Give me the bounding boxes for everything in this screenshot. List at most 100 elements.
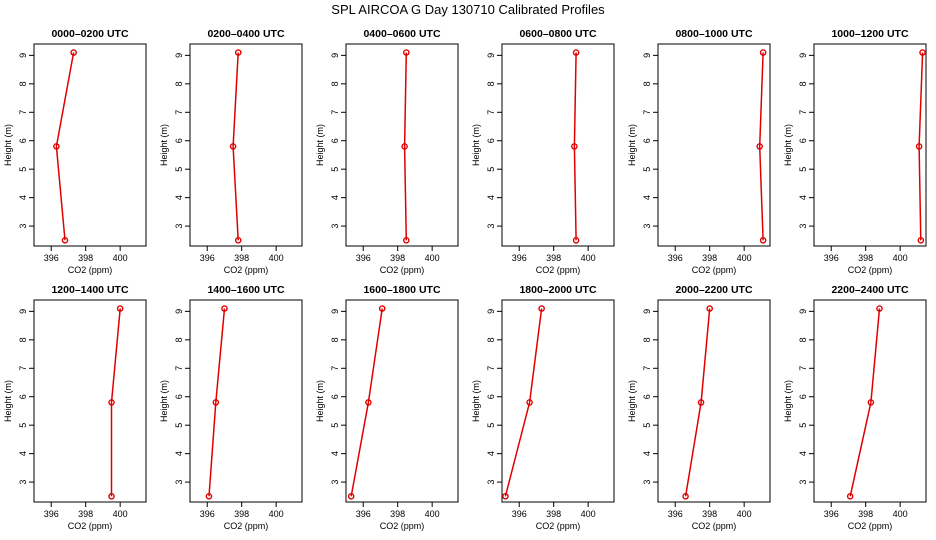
panel-title: 0800–1000 UTC (675, 28, 752, 40)
x-tick-label: 400 (425, 509, 440, 519)
y-tick-label: 6 (486, 138, 496, 143)
panel-title: 2000–2200 UTC (675, 284, 752, 296)
profile-point (697, 399, 705, 406)
y-tick-label: 5 (486, 167, 496, 172)
x-tick-label: 398 (546, 509, 561, 519)
x-tick-label: 398 (858, 253, 873, 263)
y-tick-label: 8 (174, 81, 184, 86)
y-axis-label: Height (m) (3, 380, 13, 422)
panel-title: 1000–1200 UTC (831, 28, 908, 40)
y-tick-label: 7 (642, 366, 652, 371)
plot-frame (657, 43, 771, 247)
x-axis-label: CO2 (ppm) (848, 521, 893, 531)
y-tick-label: 6 (18, 138, 28, 143)
y-tick-label: 8 (486, 81, 496, 86)
panel-title: 1200–1400 UTC (51, 284, 128, 296)
y-tick-label: 4 (174, 195, 184, 200)
x-tick-label: 396 (200, 509, 215, 519)
y-tick-label: 3 (174, 480, 184, 485)
y-tick-label: 7 (798, 366, 808, 371)
plot-frame (189, 43, 303, 247)
panel-title: 1400–1600 UTC (207, 284, 284, 296)
y-tick-label: 4 (174, 451, 184, 456)
profile-point (378, 305, 386, 312)
y-tick-label: 5 (798, 167, 808, 172)
x-tick-label: 396 (824, 509, 839, 519)
x-tick-label: 400 (737, 253, 752, 263)
profile-point (706, 305, 713, 312)
y-tick-label: 7 (330, 110, 340, 115)
y-tick-label: 4 (18, 451, 28, 456)
profile-point (365, 399, 372, 406)
y-tick-label: 9 (330, 309, 340, 314)
y-tick-label: 4 (642, 195, 652, 200)
y-axis-label: Height (m) (471, 380, 481, 422)
y-tick-label: 4 (486, 195, 496, 200)
y-tick-label: 4 (486, 451, 496, 456)
panel-title: 0600–0800 UTC (519, 28, 596, 40)
plot-frame (33, 43, 147, 247)
y-axis-label: Height (m) (783, 380, 793, 422)
x-axis-label: CO2 (ppm) (380, 265, 425, 275)
x-tick-label: 398 (546, 253, 561, 263)
panel-title: 2200–2400 UTC (831, 284, 908, 296)
y-tick-label: 6 (486, 394, 496, 399)
profile-line (918, 52, 924, 241)
y-tick-label: 9 (18, 53, 28, 58)
profile-line (403, 52, 408, 241)
y-tick-label: 3 (330, 224, 340, 229)
y-tick-label: 8 (18, 81, 28, 86)
x-axis-label: CO2 (ppm) (848, 265, 893, 275)
y-axis-label: Height (m) (627, 380, 637, 422)
profile-line (758, 52, 764, 241)
x-axis-label: CO2 (ppm) (536, 521, 581, 531)
y-axis-label: Height (m) (627, 124, 637, 166)
plot-frame (813, 299, 927, 503)
x-tick-label: 398 (390, 253, 405, 263)
y-axis-label: Height (m) (783, 124, 793, 166)
profile-line (573, 52, 577, 241)
profile-point (915, 143, 923, 150)
y-tick-label: 7 (174, 366, 184, 371)
y-tick-label: 8 (798, 81, 808, 86)
profile-point (759, 237, 767, 244)
x-tick-label: 398 (78, 253, 93, 263)
profile-point (867, 399, 875, 406)
y-tick-label: 6 (798, 138, 808, 143)
y-tick-label: 8 (330, 337, 340, 342)
y-tick-label: 3 (642, 224, 652, 229)
y-tick-label: 4 (330, 451, 340, 456)
x-tick-label: 398 (702, 253, 717, 263)
y-tick-label: 7 (486, 110, 496, 115)
y-tick-label: 3 (174, 224, 184, 229)
x-tick-label: 396 (512, 509, 527, 519)
y-tick-label: 8 (642, 337, 652, 342)
x-tick-label: 398 (702, 509, 717, 519)
y-tick-label: 3 (486, 224, 496, 229)
y-tick-label: 3 (18, 480, 28, 485)
x-axis-label: CO2 (ppm) (536, 265, 581, 275)
x-tick-label: 400 (425, 253, 440, 263)
y-tick-label: 4 (798, 451, 808, 456)
x-tick-label: 398 (390, 509, 405, 519)
y-axis-label: Height (m) (3, 124, 13, 166)
y-tick-label: 3 (330, 480, 340, 485)
x-tick-label: 396 (356, 509, 371, 519)
profile-point (234, 49, 242, 56)
profile-point (212, 399, 220, 406)
y-tick-label: 8 (174, 337, 184, 342)
y-tick-label: 9 (798, 53, 808, 58)
y-tick-label: 8 (18, 337, 28, 342)
profile-point (917, 237, 925, 244)
plot-frame (501, 299, 615, 503)
x-tick-label: 396 (200, 253, 215, 263)
panel-title: 0400–0600 UTC (363, 28, 440, 40)
x-axis-label: CO2 (ppm) (224, 521, 269, 531)
y-tick-label: 8 (330, 81, 340, 86)
